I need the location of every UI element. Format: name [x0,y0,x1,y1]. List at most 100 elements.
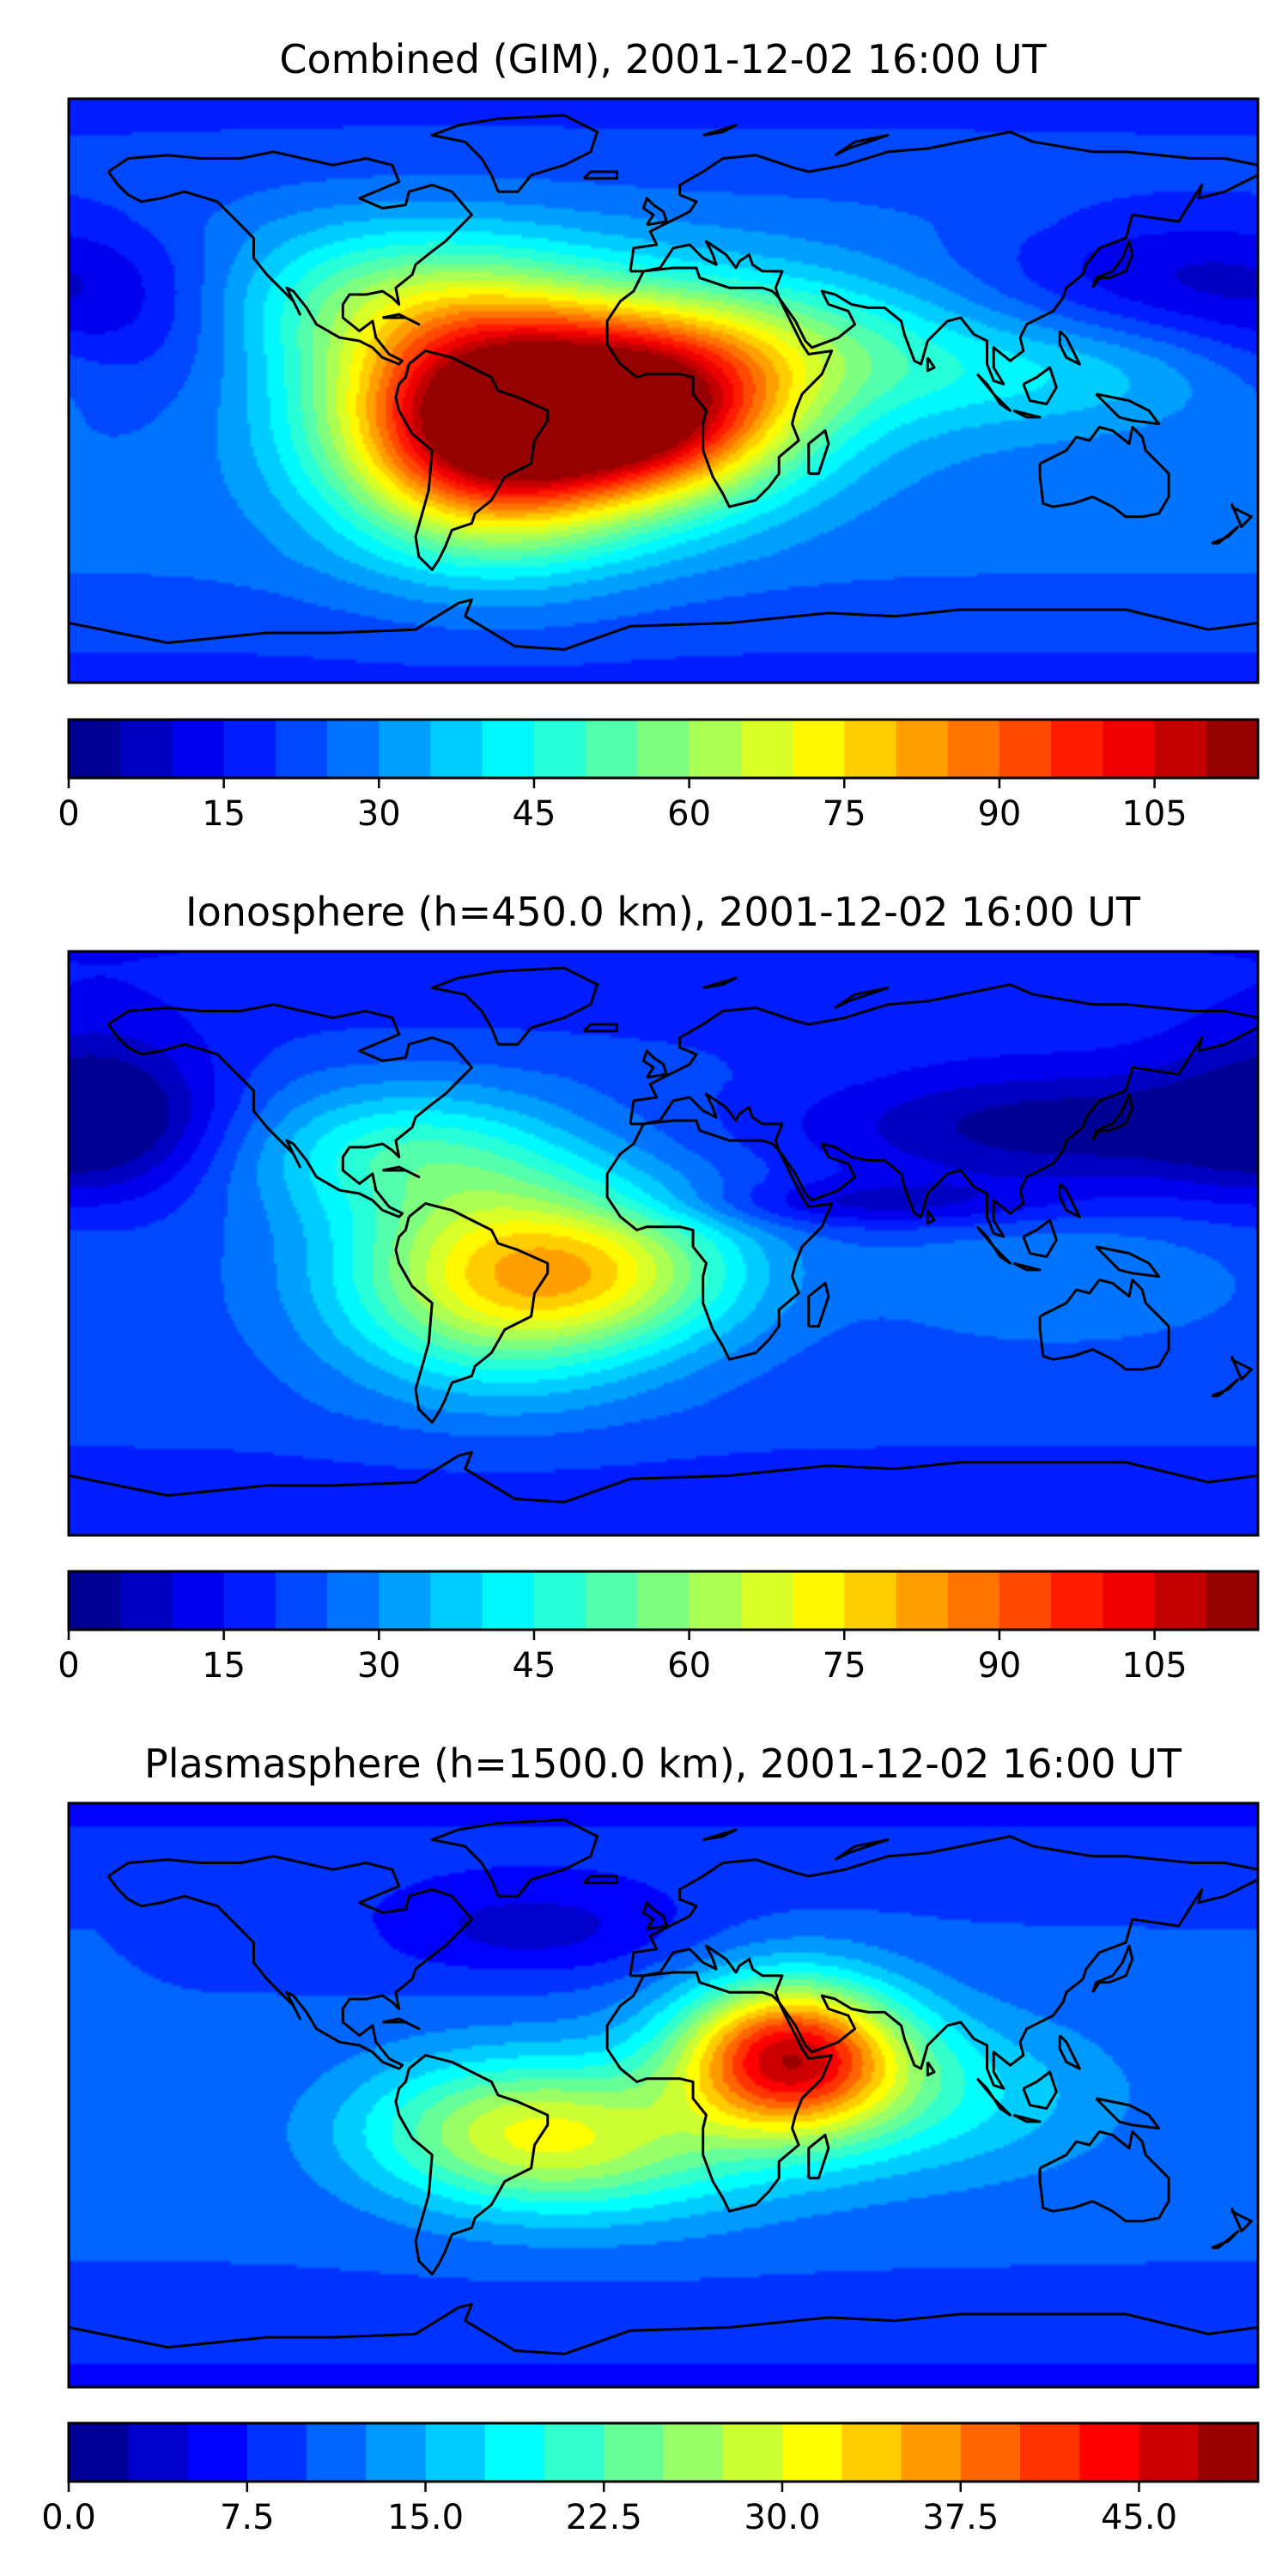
coastline-path [394,1202,550,1425]
colorbar-tick-label: 0 [58,1646,79,1686]
colorbar-segment [947,720,1000,778]
colorbar-tick-label: 7.5 [220,2498,275,2537]
colorbar-segment [689,720,742,778]
colorbar-segment [172,720,225,778]
coastline-path [1230,502,1253,528]
colorbar-segment [69,2423,129,2482]
colorbar-segment [120,1571,173,1630]
coastline-path [702,1828,738,1841]
colorbar-segment [484,2423,545,2482]
colorbar-segment [841,2423,902,2482]
panel-ionosphere: Ionosphere (h=450.0 km), 2001-12-02 16:0… [58,889,1260,1686]
coastline-path [1091,1092,1134,1142]
colorbar-segment [740,1571,793,1630]
colorbar-segment [1051,1571,1103,1630]
coastline-path [69,598,1258,651]
colorbar-segment [430,1571,483,1630]
coastline-path [1095,392,1161,426]
coastline-path [629,983,1258,1238]
colorbar-segment [69,720,121,778]
coastlines [69,966,1258,1504]
colorbar-segment [533,720,586,778]
coastline-path [702,124,738,137]
coastline-path [834,987,890,1010]
coastline-path [430,1818,599,1898]
colorbar-segment [722,2423,783,2482]
panel-combined: Combined (GIM), 2001-12-02 16:00 UT 0 15 3… [58,36,1260,834]
colorbar-tick-label: 0.0 [41,2498,96,2537]
colorbar-frame [67,718,1260,780]
colorbar-segment [896,720,949,778]
coastline-path [1058,1182,1081,1218]
colorbar-tick-label: 105 [1121,794,1187,834]
coastline-path [1022,1218,1058,1258]
colorbar-segment [1206,1571,1259,1630]
colorbar-segment [844,720,897,778]
colorbar-segment [482,1571,535,1630]
colorbar-segment [586,720,638,778]
colorbar-tick-label: 37.5 [922,2498,999,2537]
coastline-path [106,1855,473,2070]
coastline-path [605,266,834,508]
coastline-path [926,2061,936,2077]
coastline-path [382,1165,421,1179]
colorbar-segment [425,2423,486,2482]
colorbar-tick-label: 0 [58,794,79,834]
panel-plasmasphere: Plasmasphere (h=1500.0 km), 2001-12-02 1… [41,1741,1260,2537]
colorbar-segment [223,720,276,778]
coastline-path [629,1835,1258,2090]
coastlines [69,113,1258,651]
colorbar-segment [947,1571,1000,1630]
coastline-path [834,1838,890,1862]
colorbar-segment [327,1571,380,1630]
coastline-path [1211,2229,1240,2250]
coastline-path [1211,525,1240,545]
colorbar-segment [1139,2423,1200,2482]
colorbar-tick-label: 60 [667,794,711,834]
colorbar-segment [275,720,328,778]
coastline-path [69,1450,1258,1504]
coastline-path [1095,2097,1161,2130]
colorbar-segment [1051,720,1103,778]
coastline-path [1022,366,1058,405]
colorbar-tick-label: 45 [513,1646,556,1686]
coastline-path [629,131,1258,386]
colorbar-segment [275,1571,328,1630]
colorbar-segment [793,1571,845,1630]
colorbar-tick-label: 60 [667,1646,711,1686]
colorbar-segment [1154,720,1207,778]
colorbar-segment [896,1571,949,1630]
colorbar-segment [1079,2423,1140,2482]
colorbar-tick-label: 30.0 [744,2498,820,2537]
coastline-path [1022,2070,1058,2110]
coastline-path [605,1119,834,1361]
coastline-path [583,1874,619,1885]
colorbar-segment [366,2423,427,2482]
coastline-path [583,170,619,180]
coastline-path [430,966,599,1046]
colorbar-segment [69,1571,121,1630]
colorbar-frame [67,1570,1260,1631]
coastline-path [1058,2034,1081,2070]
colorbar-segment [960,2423,1021,2482]
colorbar-segment [379,720,432,778]
colorbar-segment [1020,2423,1080,2482]
colorbar-tick-label: 90 [977,1646,1021,1686]
colorbar-tick-label: 15 [202,1646,246,1686]
colorbar-segment [740,720,793,778]
colorbar: 0 15 30 45 60 75 90 105 [58,1570,1260,1686]
coastline-path [1058,330,1081,366]
coastline-path [975,373,1012,412]
colorbar-segment [307,2423,367,2482]
colorbar-segment [782,2423,842,2482]
colorbar-segment [430,720,483,778]
colorbar-segment [637,720,690,778]
colorbar-tick-label: 45.0 [1101,2498,1177,2537]
coastline-path [1211,1377,1240,1398]
map-frame [67,950,1260,1537]
tec-heatmap [69,951,1258,1535]
coastline-path [382,2017,421,2031]
colorbar-tick-label: 105 [1121,1646,1187,1686]
colorbar-segment [120,720,173,778]
colorbar-segment [327,720,380,778]
